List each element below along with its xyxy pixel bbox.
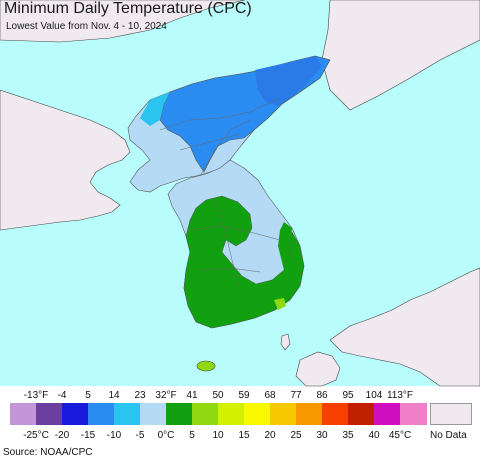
legend-tick-fahrenheit: 77 bbox=[290, 390, 302, 401]
legend-tick-fahrenheit: 113°F bbox=[386, 390, 414, 401]
legend-swatch bbox=[218, 403, 245, 425]
legend-tick-celsius: -25°C bbox=[23, 430, 49, 441]
legend-swatch bbox=[322, 403, 349, 425]
legend-tick-celsius: 5 bbox=[189, 430, 195, 441]
landmass-west-coast bbox=[0, 89, 131, 231]
legend-tick-celsius: 25 bbox=[290, 430, 302, 441]
landmass-northwest bbox=[0, 0, 246, 43]
legend-swatch bbox=[270, 403, 297, 425]
legend-swatch bbox=[88, 403, 115, 425]
region-south-green-coast bbox=[278, 222, 292, 270]
source-credit: Source: NOAA/CPC bbox=[3, 447, 93, 458]
legend-tick-fahrenheit: 59 bbox=[238, 390, 250, 401]
page-title: Minimum Daily Temperature (CPC) bbox=[4, 0, 252, 17]
legend-swatch bbox=[114, 403, 141, 425]
legend-tick-celsius: 15 bbox=[238, 430, 250, 441]
legend-swatch bbox=[166, 403, 193, 425]
region-north-darker-blue bbox=[255, 56, 322, 106]
legend-tick-fahrenheit: 95 bbox=[342, 390, 354, 401]
legend-tick-fahrenheit: -13°F bbox=[23, 390, 49, 401]
island-tsushima bbox=[280, 333, 291, 351]
legend-tick-celsius: 35 bbox=[342, 430, 354, 441]
region-yellow-green-spot bbox=[274, 298, 286, 310]
legend-swatch bbox=[244, 403, 271, 425]
jeju-island bbox=[196, 360, 216, 372]
legend-swatch bbox=[36, 403, 63, 425]
legend-tick-celsius: 30 bbox=[316, 430, 328, 441]
landmass-japan bbox=[329, 267, 480, 387]
no-data-swatch bbox=[430, 403, 472, 425]
legend-tick-celsius: 45°C bbox=[388, 430, 412, 441]
legend-tick-celsius: 20 bbox=[264, 430, 276, 441]
no-data-label: No Data bbox=[430, 430, 467, 441]
legend-tick-celsius: 10 bbox=[212, 430, 224, 441]
legend-tick-celsius: 0°C bbox=[157, 430, 175, 441]
legend-tick-fahrenheit: 14 bbox=[108, 390, 120, 401]
legend-swatch bbox=[374, 403, 401, 425]
legend-swatch bbox=[140, 403, 167, 425]
legend-tick-celsius: -20 bbox=[54, 430, 70, 441]
legend-swatch bbox=[10, 403, 37, 425]
landmass-northeast bbox=[321, 0, 480, 111]
legend-tick-fahrenheit: 50 bbox=[212, 390, 224, 401]
region-north-cyan-strip bbox=[140, 92, 170, 126]
legend-tick-celsius: -5 bbox=[135, 430, 145, 441]
legend-swatch bbox=[296, 403, 323, 425]
legend-tick-fahrenheit: 23 bbox=[134, 390, 146, 401]
legend-tick-celsius: 40 bbox=[368, 430, 380, 441]
region-south-green bbox=[183, 195, 305, 329]
legend-swatch bbox=[400, 403, 427, 425]
province-borders bbox=[159, 97, 281, 291]
page-subtitle: Lowest Value from Nov. 4 - 10, 2024 bbox=[6, 21, 167, 32]
legend-tick-fahrenheit: -4 bbox=[57, 390, 67, 401]
legend-swatch bbox=[192, 403, 219, 425]
legend-tick-fahrenheit: 32°F bbox=[155, 390, 177, 401]
legend-swatch bbox=[348, 403, 375, 425]
legend-tick-celsius: -15 bbox=[80, 430, 96, 441]
legend-tick-celsius: -10 bbox=[106, 430, 122, 441]
legend-swatch bbox=[62, 403, 89, 425]
legend-tick-fahrenheit: 41 bbox=[186, 390, 198, 401]
legend-tick-fahrenheit: 5 bbox=[85, 390, 91, 401]
legend-tick-fahrenheit: 68 bbox=[264, 390, 276, 401]
legend-tick-fahrenheit: 86 bbox=[316, 390, 328, 401]
legend-tick-fahrenheit: 104 bbox=[365, 390, 383, 401]
landmass-japan-west-island bbox=[295, 351, 341, 387]
